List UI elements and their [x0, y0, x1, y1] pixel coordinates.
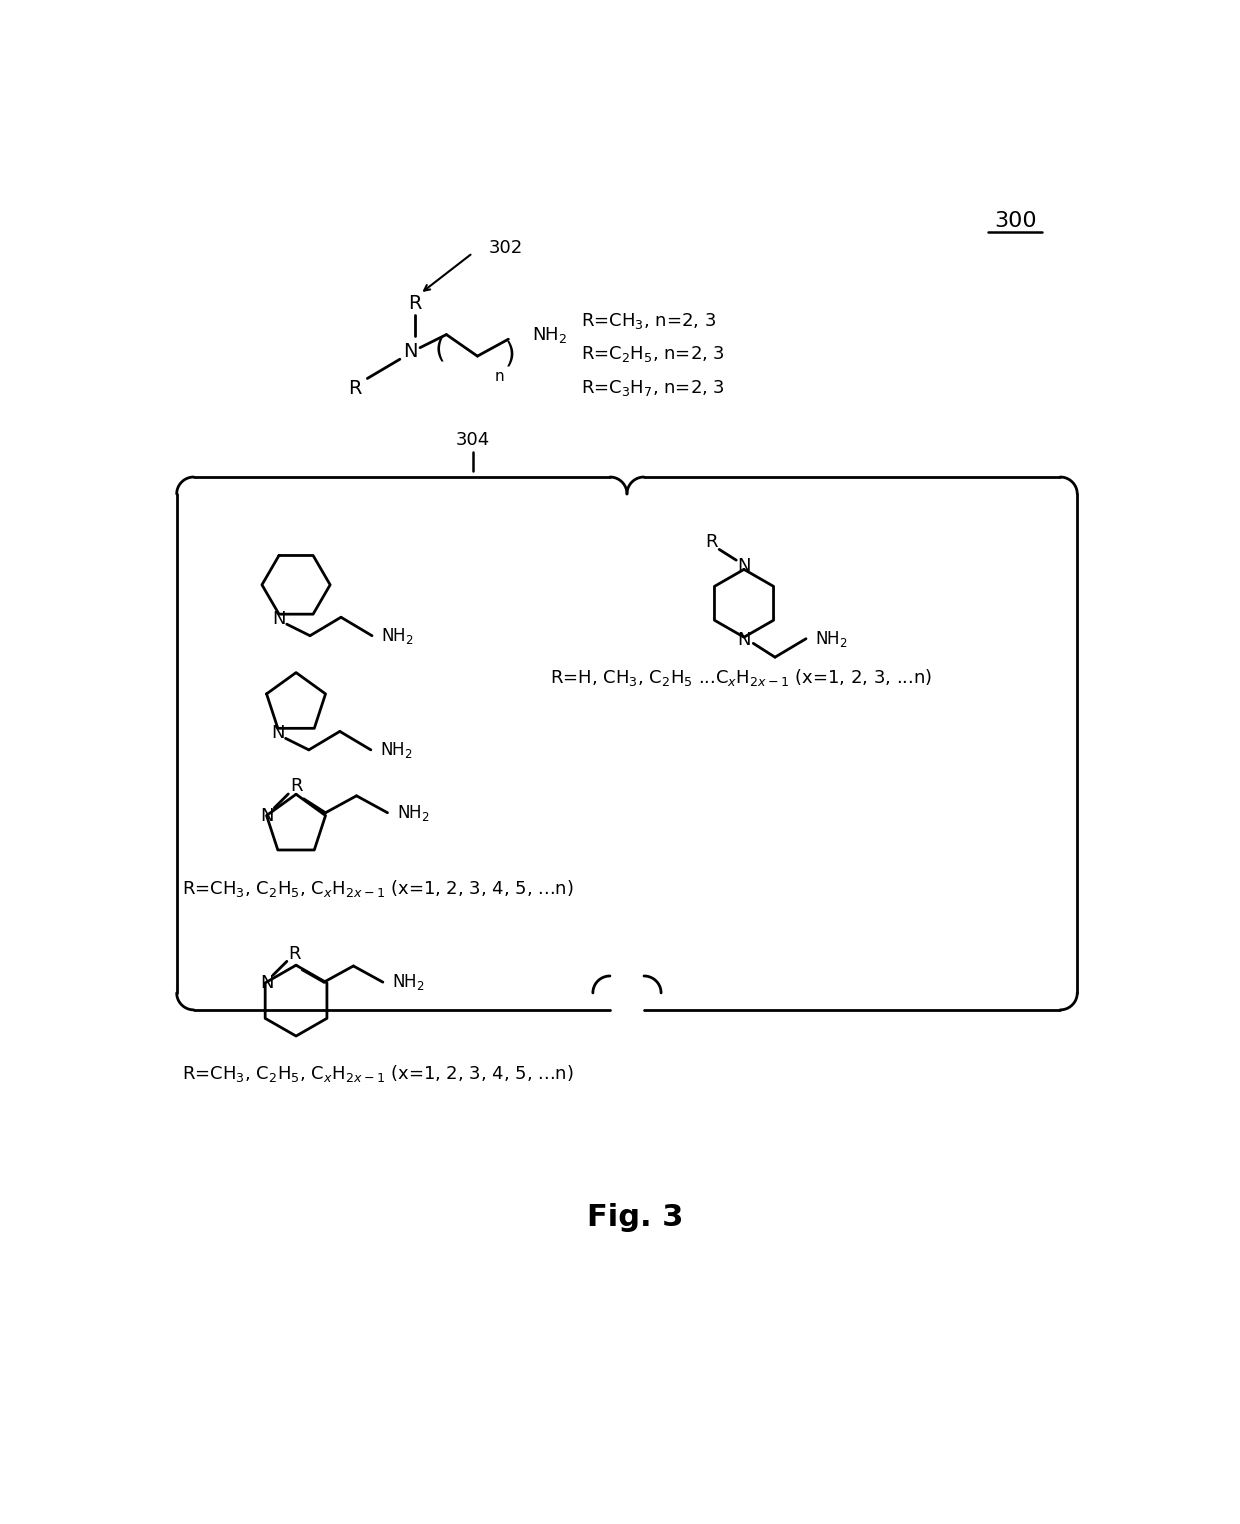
Text: 302: 302 [489, 239, 522, 256]
Text: R=H, CH$_3$, C$_2$H$_5$ ...C$_x$H$_{2x-1}$ (x=1, 2, 3, ...n): R=H, CH$_3$, C$_2$H$_5$ ...C$_x$H$_{2x-1… [551, 666, 932, 687]
Text: R: R [706, 533, 718, 550]
Text: NH$_2$: NH$_2$ [816, 629, 848, 649]
Text: N: N [738, 631, 750, 649]
Text: NH$_2$: NH$_2$ [381, 739, 413, 760]
Text: R=CH$_3$, n=2, 3: R=CH$_3$, n=2, 3 [582, 311, 717, 331]
Text: N: N [403, 341, 418, 361]
Text: NH$_2$: NH$_2$ [381, 626, 414, 646]
Text: 300: 300 [994, 210, 1037, 230]
Text: R: R [408, 294, 422, 314]
Text: R=C$_3$H$_7$, n=2, 3: R=C$_3$H$_7$, n=2, 3 [582, 378, 725, 398]
Text: n: n [495, 369, 503, 384]
Text: N: N [272, 724, 284, 742]
Text: ): ) [505, 340, 516, 369]
Text: N: N [260, 974, 274, 992]
Text: N: N [273, 610, 285, 628]
Text: R=C$_2$H$_5$, n=2, 3: R=C$_2$H$_5$, n=2, 3 [582, 344, 725, 364]
Text: R: R [348, 379, 362, 398]
Text: 304: 304 [455, 431, 490, 450]
Text: Fig. 3: Fig. 3 [588, 1204, 683, 1233]
Text: N: N [738, 558, 750, 576]
Text: R: R [290, 777, 303, 796]
Text: N: N [260, 806, 273, 824]
Text: R=CH$_3$, C$_2$H$_5$, C$_x$H$_{2x-1}$ (x=1, 2, 3, 4, 5, ...n): R=CH$_3$, C$_2$H$_5$, C$_x$H$_{2x-1}$ (x… [182, 878, 574, 899]
Text: NH$_2$: NH$_2$ [397, 803, 429, 823]
Text: (: ( [435, 335, 445, 364]
Text: NH$_2$: NH$_2$ [392, 972, 425, 992]
Text: R=CH$_3$, C$_2$H$_5$, C$_x$H$_{2x-1}$ (x=1, 2, 3, 4, 5, ...n): R=CH$_3$, C$_2$H$_5$, C$_x$H$_{2x-1}$ (x… [182, 1062, 574, 1084]
Text: R: R [289, 945, 301, 963]
Text: NH$_2$: NH$_2$ [532, 325, 567, 344]
